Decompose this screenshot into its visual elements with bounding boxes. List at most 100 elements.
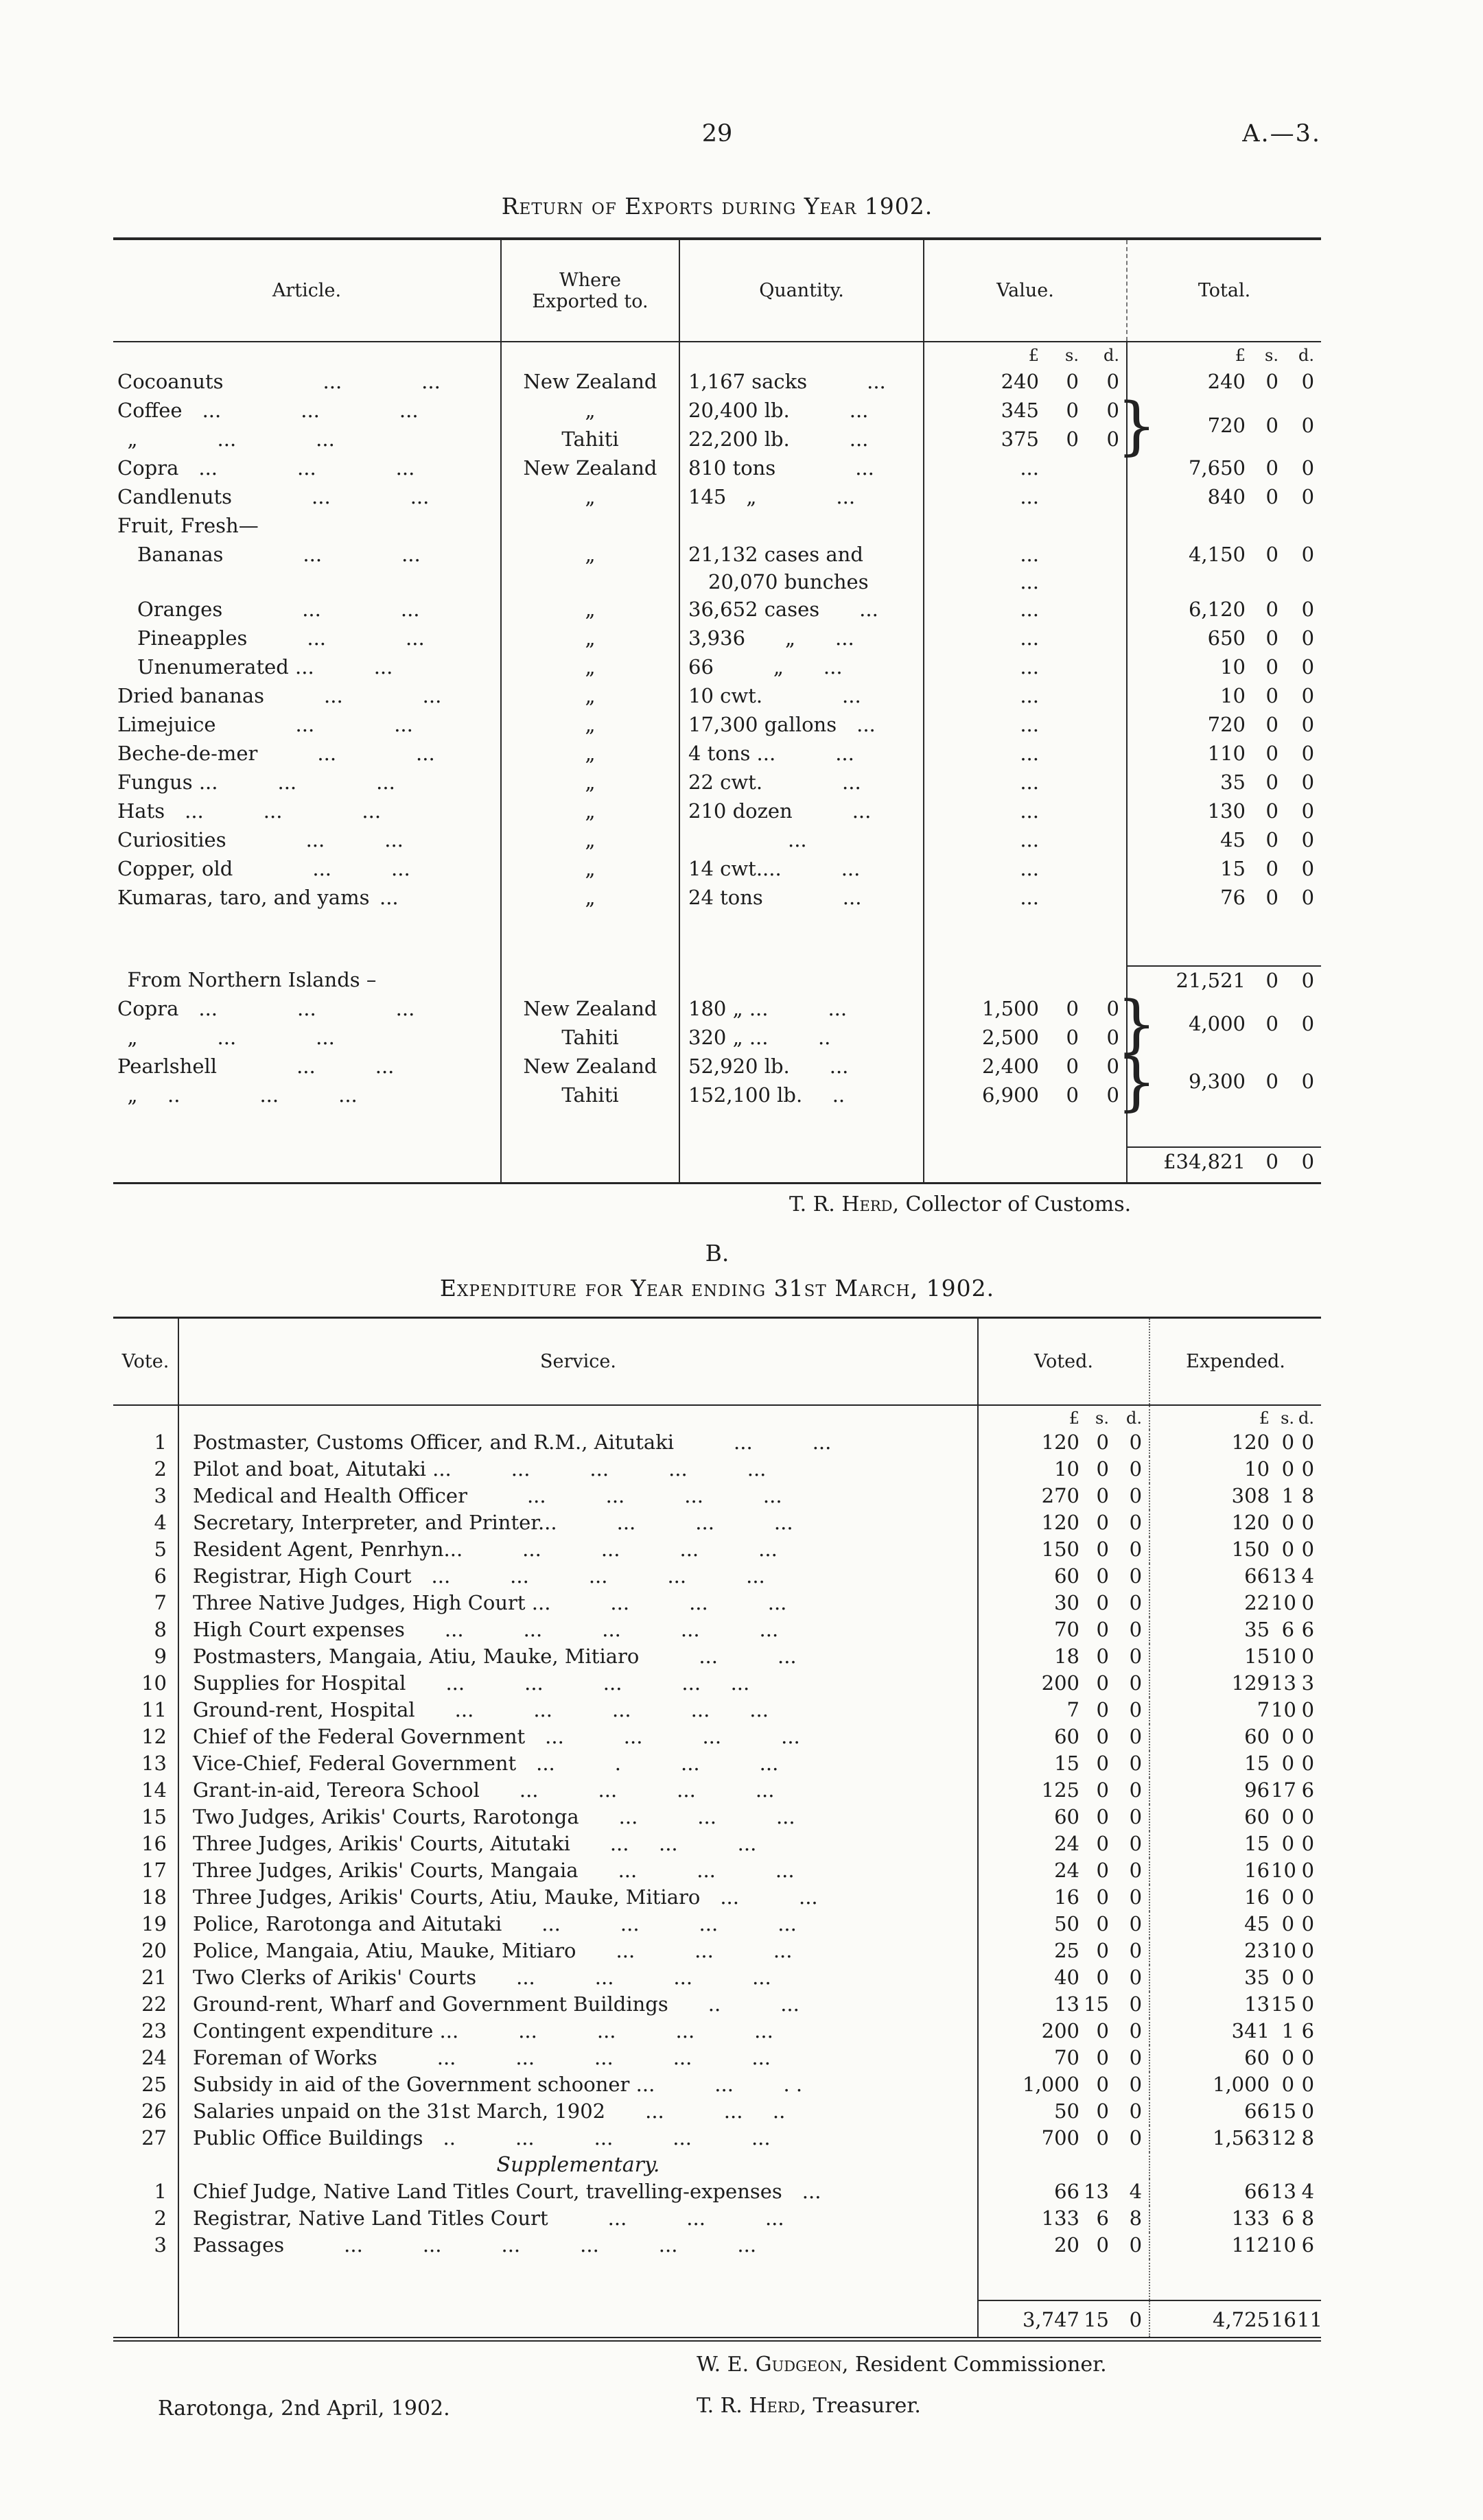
expended-shillings: 13: [1271, 2180, 1296, 2203]
where: „: [500, 397, 679, 425]
voted-total-shillings: 15: [1081, 2300, 1112, 2339]
expended-pence: 0: [1301, 1966, 1315, 1989]
exports-row: Copra ... ... ... New Zealand 180 „ ... ..…: [113, 993, 1321, 1056]
voted-pounds: 70: [977, 2045, 1081, 2072]
quantity: 3,936 „ ...: [679, 624, 924, 653]
expended-pence: 0: [1301, 1698, 1315, 1721]
total-pounds: 840: [1126, 483, 1247, 512]
voted-shillings: 0: [1096, 1564, 1109, 1588]
service: Postmasters, Mangaia, Atiu, Mauke, Mitia…: [178, 1644, 978, 1671]
expended-pence: 0: [1301, 1511, 1315, 1534]
expended-pounds: 60: [1149, 1724, 1272, 1751]
total-pence: 0: [1301, 1012, 1315, 1035]
pounds-head: £: [1126, 342, 1247, 368]
voted-pounds: 200: [977, 2018, 1081, 2045]
spacer-row: [113, 912, 1321, 966]
voted-shillings: 0: [1096, 1698, 1109, 1721]
quantity: 36,652 cases ...: [679, 596, 924, 624]
service: Foreman of Works ... ... ... ... ...: [178, 2045, 978, 2072]
total-pounds: 9,300: [1126, 1052, 1247, 1110]
quantity: 21,132 cases and 20,070 bunches: [679, 541, 924, 596]
voted-pounds: 270: [977, 1483, 1081, 1510]
article: Dried bananas ... ...: [117, 684, 442, 707]
exports-row: Bananas ... ... „ 21,132 cases and 20,070 …: [113, 541, 1321, 596]
where: „: [500, 483, 679, 512]
expenditure-row: 16 Three Judges, Arikis' Courts, Aitutaki…: [113, 1831, 1321, 1858]
expended-total-pounds: 4,725: [1149, 2300, 1272, 2339]
voted-pence: 0: [1129, 1832, 1143, 1855]
exports-row: „ ... ... Tahiti 22,200 lb. ... 375 0 0: [113, 425, 1321, 454]
expenditure-row: 1 Chief Judge, Native Land Titles Court, …: [113, 2179, 1321, 2206]
expenditure-row: 2 Registrar, Native Land Titles Court ...…: [113, 2206, 1321, 2233]
expended-pence: 4: [1301, 2180, 1315, 2203]
expended-pence: 6: [1301, 1618, 1315, 1641]
expended-shillings: 0: [1281, 1966, 1295, 1989]
quantity: 10 cwt. ...: [679, 682, 924, 711]
expenditure-row: 27 Public Office Buildings .. ... ... ...…: [113, 2125, 1321, 2152]
subtotal-shillings: 0: [1247, 965, 1281, 995]
subtotal-pence: 0: [1281, 965, 1322, 995]
voted-pounds: 120: [977, 1510, 1081, 1537]
article: Curiosities ... ...: [117, 828, 404, 851]
value-pounds: ...: [923, 596, 1040, 624]
col-service: Service.: [178, 1317, 978, 1406]
spacer-row: [113, 1110, 1321, 1147]
total-pence: 0: [1301, 1070, 1315, 1093]
exports-row: Coffee ... ... ... „ 20,400 lb. ... 345 0 0} 7…: [113, 395, 1321, 458]
expenditure-row: 8 High Court expenses ... ... ... ... ...…: [113, 1617, 1321, 1644]
total-pence: 0: [1301, 742, 1315, 765]
expended-pounds: 16: [1149, 1885, 1272, 1911]
vote-number: 1: [154, 2180, 167, 2203]
value-pounds: ...: [923, 884, 1040, 912]
value-pounds: 1,500: [923, 995, 1040, 1024]
expended-pence: 8: [1301, 2206, 1315, 2230]
value-pounds: 2,500: [923, 1024, 1040, 1052]
expenditure-row: 13 Vice-Chief, Federal Government ... . .…: [113, 1751, 1321, 1778]
expended-pence: 6: [1301, 1778, 1315, 1802]
quantity: 52,920 lb. ...: [679, 1052, 924, 1081]
quantity: 210 dozen ...: [679, 797, 924, 826]
voted-pence: 4: [1129, 2180, 1143, 2203]
quantity: 152,100 lb. ..: [679, 1081, 924, 1110]
expended-pence: 6: [1301, 2233, 1315, 2257]
value-shillings: 0: [1066, 1083, 1079, 1107]
exports-row: Limejuice ... ... „ 17,300 gallons ...... 7…: [113, 711, 1321, 740]
shillings-head: s.: [1265, 346, 1278, 365]
voted-shillings: 0: [1096, 1645, 1109, 1668]
total-pence: 0: [1301, 414, 1315, 437]
voted-shillings: 0: [1096, 2073, 1109, 2096]
total-pounds: 720: [1126, 711, 1247, 740]
voted-pence: 0: [1129, 1484, 1143, 1507]
voted-pence: 0: [1129, 2046, 1143, 2069]
value-pounds: 6,900: [923, 1081, 1040, 1110]
page-number: 29: [701, 120, 733, 148]
expended-shillings: 10: [1271, 1591, 1296, 1614]
col-value: Value.: [923, 239, 1127, 342]
pounds-head: £: [977, 1405, 1081, 1430]
total-shillings: 0: [1265, 370, 1278, 393]
supplementary-heading-row: Supplementary.: [113, 2152, 1321, 2179]
vote-number: 22: [141, 1992, 167, 2016]
expended-shillings: 10: [1271, 1859, 1296, 1882]
dateline: Rarotonga, 2nd April, 1902.: [158, 2396, 450, 2421]
expended-shillings: 13: [1271, 1671, 1296, 1695]
voted-pounds: 24: [977, 1858, 1081, 1885]
pence-head: d.: [1104, 346, 1119, 365]
voted-pounds: 700: [977, 2125, 1081, 2152]
voted-pence: 0: [1129, 1992, 1143, 2016]
voted-pounds: 20: [977, 2233, 1081, 2259]
expended-shillings: 10: [1271, 1698, 1296, 1721]
quantity: 180 „ ... ...: [679, 995, 924, 1024]
total-pounds: 45: [1126, 826, 1247, 855]
voted-shillings: 0: [1096, 1912, 1109, 1935]
article: „ .. ... ...: [117, 1083, 358, 1107]
expended-pounds: 35: [1149, 1617, 1272, 1644]
page-header: 29 A.—3.: [113, 120, 1321, 153]
expenditure-row: 26 Salaries unpaid on the 31st March, 190…: [113, 2099, 1321, 2125]
col-article: Article.: [113, 239, 501, 342]
voted-shillings: 6: [1096, 2206, 1109, 2230]
expended-pounds: 15: [1149, 1644, 1272, 1671]
expended-pence: 0: [1301, 1725, 1315, 1748]
total-pence: 0: [1301, 485, 1315, 508]
vote-number: 16: [141, 1832, 167, 1855]
